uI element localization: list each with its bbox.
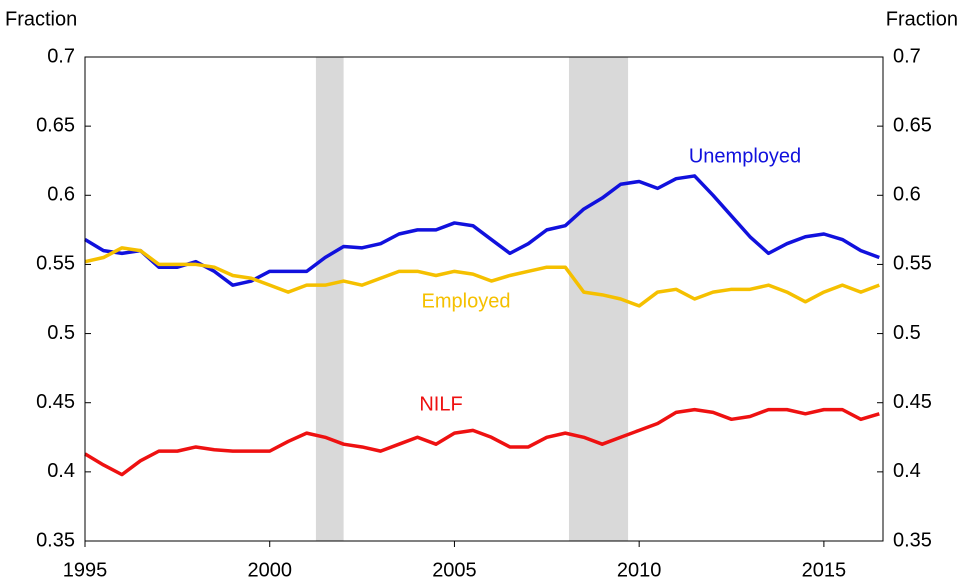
x-tick-label: 2015 — [802, 559, 847, 581]
y-tick-label: 0.4 — [47, 460, 75, 482]
y-tick-label: 0.45 — [36, 391, 75, 413]
series-line — [84, 407, 880, 477]
series-line — [84, 246, 880, 308]
x-tick-label: 2005 — [432, 559, 477, 581]
recession-shade — [315, 57, 344, 541]
y-tick-label: 0.35 — [36, 529, 75, 551]
y2-tick-label: 0.35 — [893, 529, 932, 551]
y2-tick-label: 0.45 — [893, 391, 932, 413]
y2-tick-label: 0.5 — [893, 322, 921, 344]
x-tick-label: 2000 — [247, 559, 292, 581]
plot-frame — [84, 56, 884, 542]
series-label: Employed — [422, 290, 511, 312]
y-tick-label: 0.65 — [36, 114, 75, 136]
x-tick-label: 1995 — [63, 559, 108, 581]
y-tick-label: 0.6 — [47, 184, 75, 206]
y-axis-label: Fraction — [5, 8, 77, 30]
series-line — [84, 174, 880, 287]
y2-tick-label: 0.65 — [893, 114, 932, 136]
y-tick-label: 0.55 — [36, 253, 75, 275]
y2-axis-label: Fraction — [886, 8, 958, 30]
y-tick-label: 0.7 — [47, 45, 75, 67]
series-label: Unemployed — [689, 145, 801, 167]
series-label: NILF — [419, 393, 462, 415]
y2-tick-label: 0.6 — [893, 184, 921, 206]
y2-tick-label: 0.4 — [893, 460, 921, 482]
y-tick-label: 0.5 — [47, 322, 75, 344]
y2-tick-label: 0.7 — [893, 45, 921, 67]
x-tick-label: 2010 — [617, 559, 662, 581]
y2-tick-label: 0.55 — [893, 253, 932, 275]
